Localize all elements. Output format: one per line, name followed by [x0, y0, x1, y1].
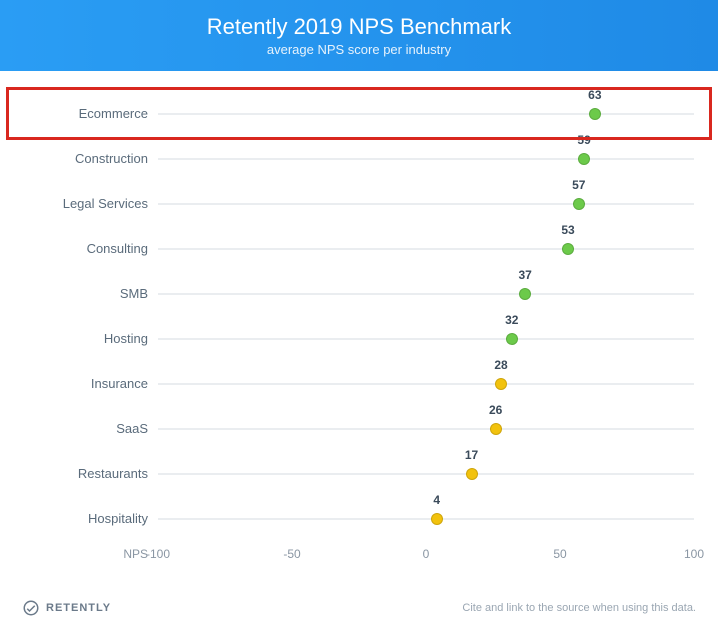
chart-subtitle: average NPS score per industry	[0, 42, 718, 57]
row-gridline	[158, 203, 694, 204]
brand-text: RETENTLY	[46, 602, 111, 614]
data-point-label: 28	[494, 358, 507, 372]
chart-title: Retently 2019 NPS Benchmark	[0, 14, 718, 40]
data-point	[495, 378, 507, 390]
row-track: 17	[158, 451, 694, 496]
row-track: 26	[158, 406, 694, 451]
row-gridline	[158, 158, 694, 159]
row-gridline	[158, 293, 694, 294]
row-track: 59	[158, 136, 694, 181]
x-axis: NPS -100-50050100	[24, 547, 694, 583]
x-axis-tick: 100	[684, 547, 704, 561]
chart-row: Insurance 28	[24, 361, 694, 406]
chart-row: Construction 59	[24, 136, 694, 181]
data-point	[519, 288, 531, 300]
row-gridline	[158, 248, 694, 249]
data-point-label: 17	[465, 448, 478, 462]
row-label: SaaS	[24, 421, 158, 436]
row-gridline	[158, 383, 694, 384]
x-axis-tick: -50	[283, 547, 300, 561]
data-point-label: 59	[577, 133, 590, 147]
data-point	[466, 468, 478, 480]
row-label: Hosting	[24, 331, 158, 346]
row-gridline	[158, 473, 694, 474]
chart-container: Retently 2019 NPS Benchmark average NPS …	[0, 0, 718, 627]
x-axis-ticks: -100-50050100	[158, 547, 694, 583]
attribution-text: Cite and link to the source when using t…	[462, 602, 696, 614]
x-axis-label: NPS	[24, 547, 158, 561]
chart-row: SMB 37	[24, 271, 694, 316]
data-point-label: 26	[489, 403, 502, 417]
chart-row: Consulting 53	[24, 226, 694, 271]
row-track: 28	[158, 361, 694, 406]
row-track: 53	[158, 226, 694, 271]
data-point	[589, 108, 601, 120]
x-axis-tick: -100	[146, 547, 170, 561]
chart-plot-area: Ecommerce 63 Construction 59 Legal Services 5…	[0, 71, 718, 593]
row-gridline	[158, 113, 694, 114]
data-point-label: 57	[572, 178, 585, 192]
row-label: Legal Services	[24, 196, 158, 211]
data-point	[562, 243, 574, 255]
row-gridline	[158, 518, 694, 519]
data-point	[573, 198, 585, 210]
chart-row: Hospitality 4	[24, 496, 694, 541]
chart-row: SaaS 26	[24, 406, 694, 451]
x-axis-tick: 50	[553, 547, 566, 561]
row-gridline	[158, 338, 694, 339]
data-point	[506, 333, 518, 345]
row-track: 57	[158, 181, 694, 226]
row-track: 37	[158, 271, 694, 316]
row-label: Consulting	[24, 241, 158, 256]
data-point	[431, 513, 443, 525]
brand-icon	[22, 599, 40, 617]
chart-footer: RETENTLY Cite and link to the source whe…	[0, 593, 718, 627]
row-track: 63	[158, 91, 694, 136]
row-track: 32	[158, 316, 694, 361]
data-point-label: 53	[561, 223, 574, 237]
row-label: Hospitality	[24, 511, 158, 526]
data-point-label: 37	[518, 268, 531, 282]
chart-header: Retently 2019 NPS Benchmark average NPS …	[0, 0, 718, 71]
x-axis-tick: 0	[423, 547, 430, 561]
data-point-label: 63	[588, 88, 601, 102]
row-label: Construction	[24, 151, 158, 166]
chart-rows: Ecommerce 63 Construction 59 Legal Services 5…	[24, 91, 694, 541]
chart-row: Restaurants 17	[24, 451, 694, 496]
chart-row: Ecommerce 63	[24, 91, 694, 136]
chart-row: Legal Services 57	[24, 181, 694, 226]
row-label: Ecommerce	[24, 106, 158, 121]
data-point-label: 4	[433, 493, 440, 507]
row-label: Insurance	[24, 376, 158, 391]
chart-row: Hosting 32	[24, 316, 694, 361]
row-label: SMB	[24, 286, 158, 301]
data-point	[490, 423, 502, 435]
brand: RETENTLY	[22, 599, 111, 617]
row-gridline	[158, 428, 694, 429]
data-point-label: 32	[505, 313, 518, 327]
row-track: 4	[158, 496, 694, 541]
row-label: Restaurants	[24, 466, 158, 481]
data-point	[578, 153, 590, 165]
